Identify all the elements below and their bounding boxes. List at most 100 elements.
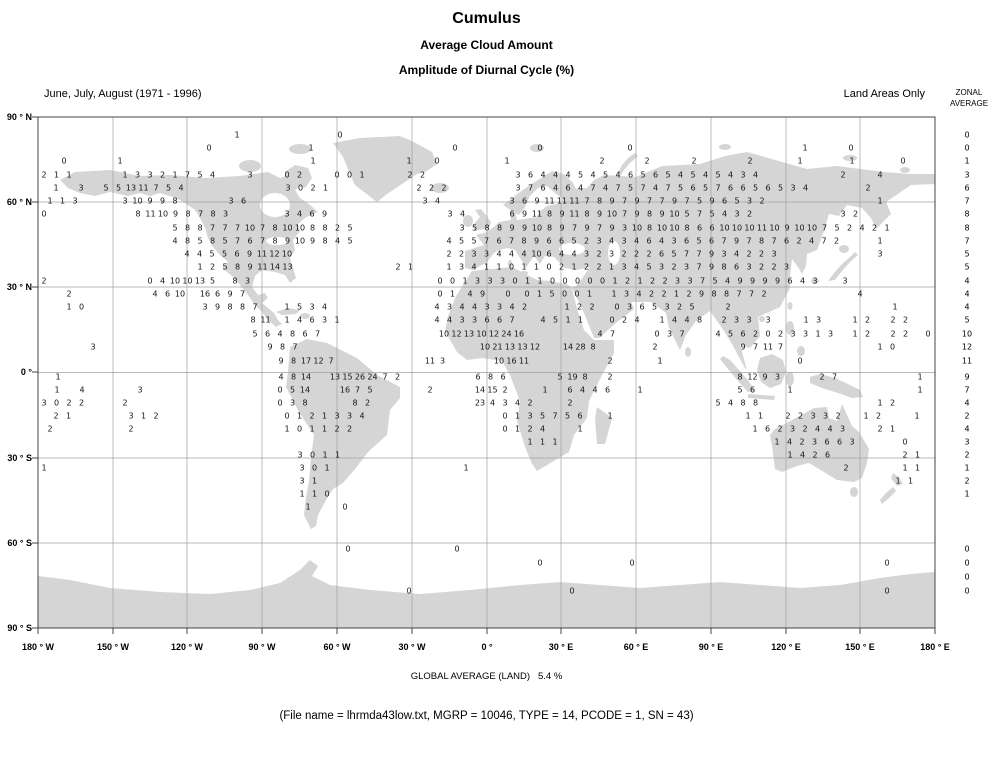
latitude-tick-label: 30 ° S (7, 453, 32, 463)
island-sardinia (508, 260, 512, 268)
zonal-header-line1: ZONAL (955, 88, 983, 97)
zonal-average-value: 3 (964, 170, 970, 180)
island-taiwan (787, 302, 793, 310)
zonal-average-value: 1 (964, 156, 970, 166)
graticule-grid (38, 117, 935, 628)
island-baffin (285, 165, 312, 188)
map-frame (37, 116, 936, 629)
longitude-tick-label: 0 ° (481, 642, 493, 652)
longitude-tick-label: 90 ° E (698, 642, 724, 652)
file-info-caption: (File name = lhrmda43low.txt, MGRP = 100… (279, 710, 694, 722)
island-victoria (239, 160, 261, 172)
longitude-tick-label: 30 ° E (548, 642, 574, 652)
zonal-average-value: 4 (964, 424, 970, 434)
landmass-antarctica (38, 560, 935, 628)
island-borneo (757, 354, 786, 388)
island-sulawesi (786, 372, 794, 386)
zonal-average-value: 0 (964, 572, 970, 582)
island-ellesmere (289, 144, 311, 154)
page-title: Cumulus (452, 10, 521, 27)
zonal-average-value: 8 (964, 209, 970, 219)
island-tasmania (850, 487, 858, 497)
landmass-greenland (333, 136, 437, 202)
landmass-eurasia (465, 152, 935, 370)
zonal-average-value: 5 (964, 315, 970, 325)
zonal-average-value: 5 (964, 249, 970, 259)
island-new-zealand-south (880, 487, 896, 504)
latitude-tick-label: 90 ° N (6, 112, 32, 122)
latitude-tick-label: 60 ° N (6, 197, 32, 207)
zonal-average-value: 3 (964, 437, 970, 447)
zonal-average-value: 8 (964, 223, 970, 233)
global-average-label: GLOBAL AVERAGE (LAND) 5.4 % (410, 671, 563, 682)
zonal-average-value: 4 (964, 289, 970, 299)
longitude-tick-label: 60 ° E (623, 642, 649, 652)
zonal-average-value: 2 (964, 476, 970, 486)
zonal-average-value: 0 (964, 558, 970, 568)
zonal-average-value: 0 (964, 586, 970, 596)
longitude-tick-label: 90 ° W (248, 642, 276, 652)
world-map (32, 116, 936, 634)
island-ireland (463, 215, 473, 227)
zonal-average-value: 5 (964, 262, 970, 272)
island-honshu-japan (828, 252, 858, 281)
zonal-average-value: 11 (961, 356, 973, 366)
island-new-siberian (843, 155, 857, 161)
inland-seas (260, 193, 620, 265)
island-new-zealand-north (891, 473, 903, 486)
great-lakes (266, 237, 288, 245)
landmasses (38, 136, 935, 628)
island-britain (473, 209, 491, 231)
zonal-average-value: 2 (964, 411, 970, 421)
zonal-average-value: 0 (964, 544, 970, 554)
map-area (32, 116, 936, 634)
zonal-average-value: 10 (961, 329, 973, 339)
latitude-tick-label: 0 ° (20, 367, 32, 377)
longitude-tick-label: 120 ° W (170, 642, 204, 652)
island-iceland (431, 183, 449, 193)
longitude-tick-label: 180 ° W (21, 642, 55, 652)
zonal-average-value: 4 (964, 276, 970, 286)
island-sri-lanka (685, 347, 691, 357)
subtitle-metric: Amplitude of Diurnal Cycle (%) (398, 63, 575, 77)
island-wrangel (900, 167, 910, 173)
longitude-tick-label: 30 ° W (398, 642, 426, 652)
longitude-tick-label: 120 ° E (771, 642, 801, 652)
longitude-tick-label: 180 ° E (920, 642, 950, 652)
island-novaya-zemlya (618, 153, 638, 175)
island-kyushu (811, 278, 819, 284)
longitude-tick-label: 150 ° W (96, 642, 130, 652)
zonal-average-value: 4 (964, 398, 970, 408)
longitude-tick-label: 60 ° W (323, 642, 351, 652)
island-mindanao (797, 346, 805, 356)
island-luzon (786, 321, 794, 335)
island-hispaniola (300, 313, 310, 319)
subtitle-variable: Average Cloud Amount (420, 38, 553, 52)
island-cuba (276, 308, 300, 315)
island-sumatra (720, 356, 755, 392)
island-madagascar (595, 407, 612, 444)
island-sicily (520, 271, 528, 275)
island-new-guinea (810, 374, 863, 398)
zonal-average-value: 1 (964, 463, 970, 473)
zonal-average-value: 6 (964, 183, 970, 193)
caspian-sea (608, 241, 620, 265)
island-java (748, 394, 775, 400)
hudson-bay (260, 193, 290, 217)
landmass-north-america (60, 170, 318, 327)
coverage-label: Land Areas Only (843, 88, 925, 100)
island-severnaya-zemlya (719, 144, 731, 150)
black-sea (559, 243, 585, 255)
longitude-axis: 180 ° W 150 ° W 120 ° W 90 ° W 60 ° W 30 ° W 0… (0, 642, 997, 656)
island-hokkaido (839, 245, 849, 253)
longitude-tick-label: 150 ° E (845, 642, 875, 652)
latitude-axis: 90 ° N 60 ° N 30 ° N 0 ° 30 ° S 60 ° S 90 ° S (0, 0, 35, 760)
zonal-average-value: 0 (964, 143, 970, 153)
island-hainan (759, 316, 765, 322)
zonal-average-value: 7 (964, 236, 970, 246)
zonal-average-value: 7 (964, 196, 970, 206)
zonal-average-value: 12 (961, 342, 973, 352)
zonal-header-line2: AVERAGE (949, 99, 989, 108)
landmass-australia (770, 404, 869, 482)
